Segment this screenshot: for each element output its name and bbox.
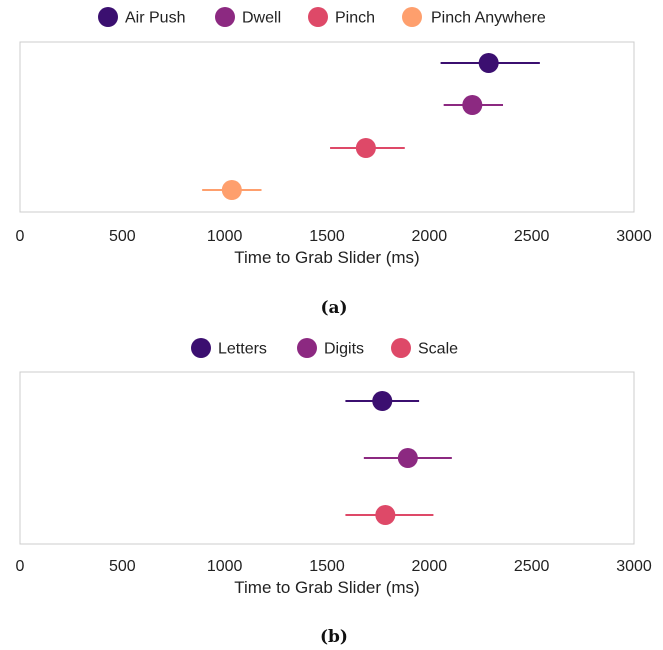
chart-panel-1: 0 500 1000 1500 2000 2500 3000 Time to Grab Sli…	[16, 7, 652, 318]
legend-label: Air Push	[125, 10, 185, 27]
legend-label: Letters	[218, 341, 267, 358]
legend-marker	[402, 7, 422, 27]
legend-label: Pinch Anywhere	[431, 10, 546, 27]
x-tick-label: 1500	[309, 228, 345, 245]
plot-frame	[19, 41, 635, 213]
data-point	[221, 180, 242, 200]
legend-label: Scale	[418, 341, 458, 358]
x-tick-label: 2500	[514, 228, 550, 245]
data-point	[372, 391, 393, 411]
x-tick-label: 0	[16, 558, 25, 575]
x-tick-label: 500	[109, 558, 136, 575]
x-tick-label: 2000	[412, 228, 448, 245]
x-tick-label: 3000	[616, 558, 652, 575]
legend-label: Pinch	[335, 10, 375, 27]
x-tick-label: 1000	[207, 228, 243, 245]
x-axis-label: Time to Grab Slider (ms)	[234, 248, 419, 267]
data-point	[462, 95, 483, 115]
x-tick-label: 3000	[616, 228, 652, 245]
legend-marker	[297, 338, 317, 358]
legend-marker	[215, 7, 235, 27]
x-axis-label: Time to Grab Slider (ms)	[234, 578, 419, 597]
x-tick-label: 2500	[514, 558, 550, 575]
x-tick-label: 1000	[207, 558, 243, 575]
x-tick-label: 500	[109, 228, 136, 245]
x-tick-label: 1500	[309, 558, 345, 575]
data-point	[478, 53, 499, 73]
legend-marker	[191, 338, 211, 358]
legend-marker	[391, 338, 411, 358]
panel-caption: (a)	[320, 298, 347, 318]
legend-label: Digits	[324, 341, 364, 358]
x-tick-label: 0	[16, 228, 25, 245]
data-point	[375, 505, 396, 525]
panel-caption: (b)	[320, 627, 348, 647]
legend-marker	[98, 7, 118, 27]
chart-panel-2: 0 500 1000 1500 2000 2500 3000 Time to Grab Sli…	[16, 338, 652, 647]
data-point	[397, 448, 418, 468]
legend-label: Dwell	[242, 10, 281, 27]
legend-marker	[308, 7, 328, 27]
data-point	[355, 138, 376, 158]
x-tick-label: 2000	[412, 558, 448, 575]
plot-frame	[19, 371, 635, 545]
